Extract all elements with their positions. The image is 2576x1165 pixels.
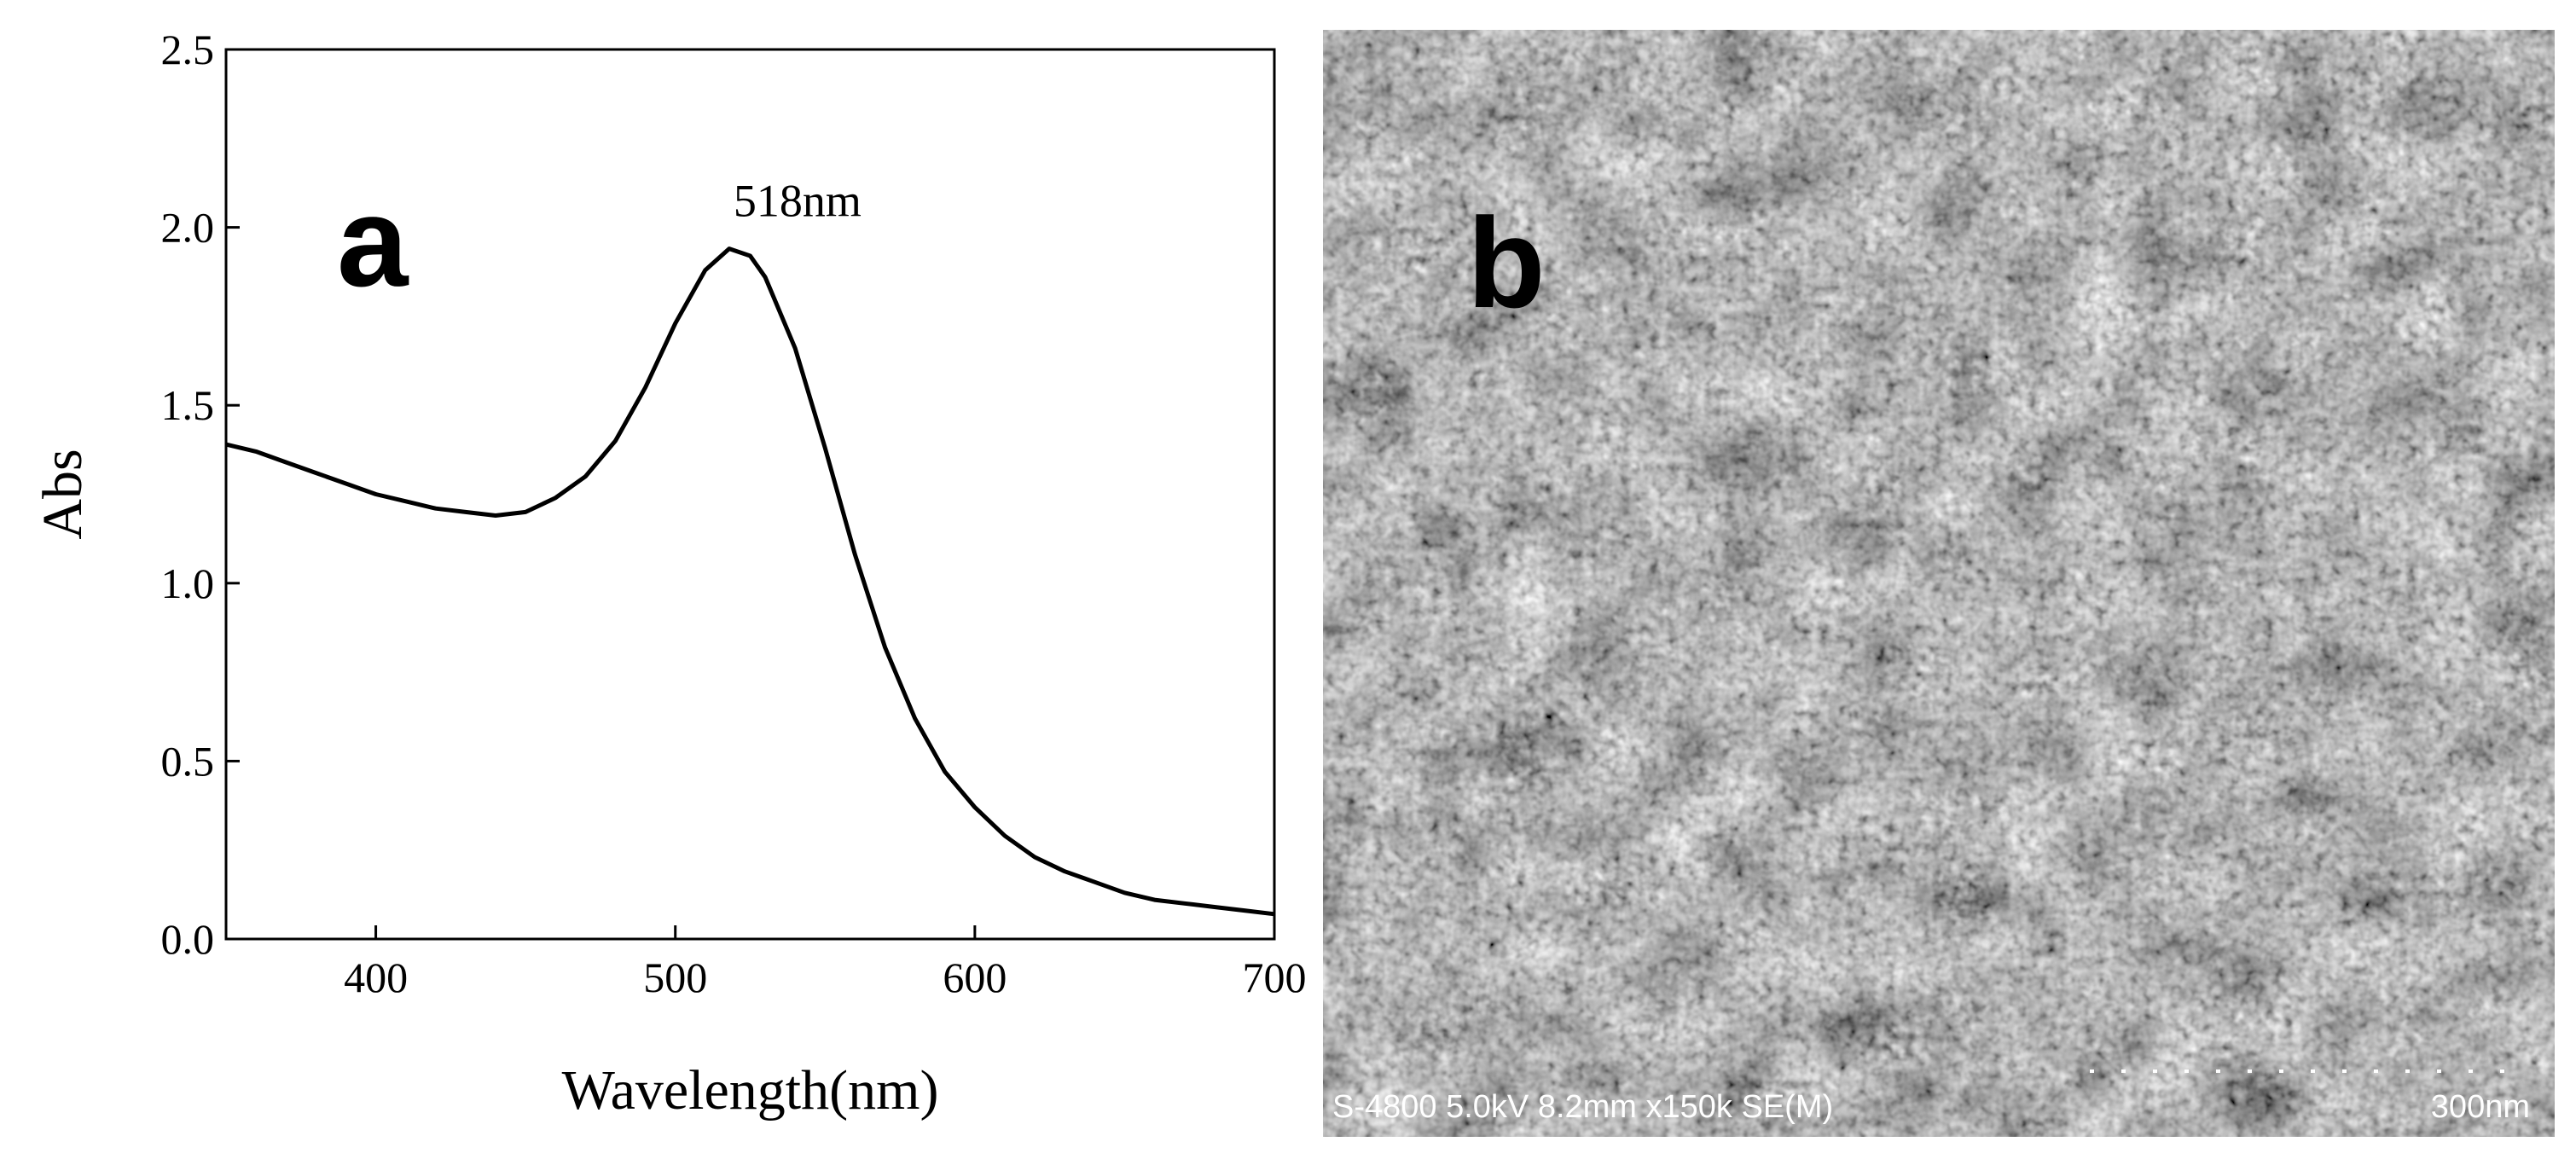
y-axis-label: Abs bbox=[32, 449, 94, 539]
x-tick-label: 500 bbox=[643, 953, 707, 1001]
x-tick-label: 400 bbox=[344, 953, 408, 1001]
y-tick-label: 1.0 bbox=[161, 559, 215, 607]
plot-frame bbox=[224, 48, 1276, 941]
chart-panel: 0.0 0.5 1.0 1.5 2.0 2.5 400 500 600 700 Wavelength… bbox=[32, 26, 1307, 1122]
y-tick-label: 2.5 bbox=[161, 26, 215, 73]
y-tick-label: 1.5 bbox=[161, 381, 215, 429]
sem-caption: S-4800 5.0kV 8.2mm x150k SE(M) bbox=[1332, 1089, 1833, 1125]
absorbance-line bbox=[225, 246, 1275, 917]
x-axis-label: Wavelength(nm) bbox=[562, 1059, 939, 1122]
y-tick-label: 2.0 bbox=[161, 204, 215, 252]
x-tick-label: 600 bbox=[943, 953, 1007, 1001]
sem-panel: b S-4800 5.0kV 8.2mm x150k SE(M) 300nm bbox=[1323, 30, 2555, 1137]
panel-label: b bbox=[1467, 191, 1546, 334]
y-tick-label: 0.0 bbox=[161, 915, 215, 963]
peak-annotation: 518nm bbox=[734, 176, 862, 227]
panel-label: a bbox=[337, 170, 409, 313]
sem-image bbox=[1323, 30, 2555, 1137]
scale-bar-label: 300nm bbox=[2431, 1089, 2530, 1125]
x-tick-label: 700 bbox=[1243, 953, 1307, 1001]
y-tick-label: 0.5 bbox=[161, 737, 215, 785]
